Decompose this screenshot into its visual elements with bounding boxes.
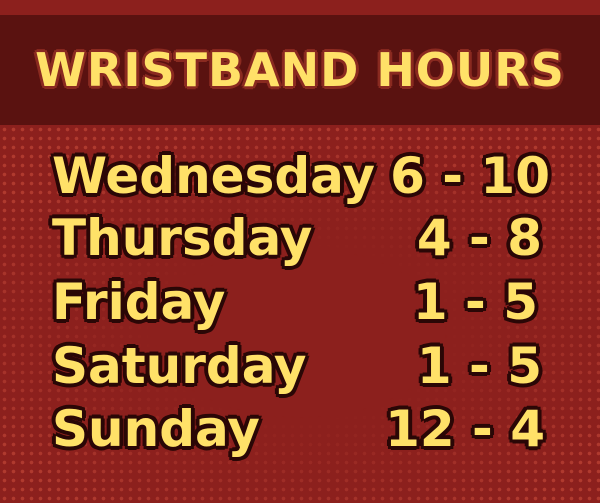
halftone-background — [0, 125, 600, 503]
day-label: Thursday — [52, 209, 313, 267]
schedule-row: Saturday 1 - 5 — [0, 335, 600, 397]
schedule-row: Friday 1 - 5 — [0, 271, 600, 333]
day-label: Saturday — [52, 337, 307, 395]
hours-value: 1 - 5 — [416, 337, 542, 395]
day-label: Friday — [52, 273, 226, 331]
day-label: Wednesday — [52, 147, 375, 205]
hours-value: 1 - 5 — [412, 273, 538, 331]
hours-value: 6 - 10 — [390, 147, 550, 205]
schedule-row: Thursday 4 - 8 — [0, 207, 600, 269]
page-title: WRISTBAND HOURS — [35, 43, 565, 97]
day-label: Sunday — [52, 400, 260, 458]
title-band — [0, 15, 600, 125]
hours-value: 12 - 4 — [385, 400, 545, 458]
schedule-row: Sunday 12 - 4 — [0, 398, 600, 460]
hours-value: 4 - 8 — [416, 209, 542, 267]
schedule-row: Wednesday 6 - 10 — [0, 145, 600, 207]
